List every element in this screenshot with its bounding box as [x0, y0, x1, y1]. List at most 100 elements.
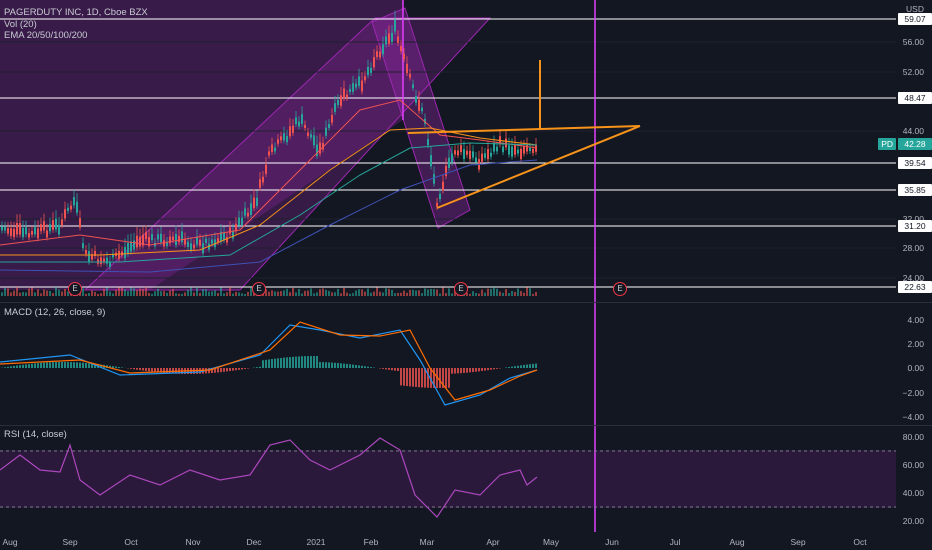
earnings-marker[interactable]: E — [613, 282, 627, 296]
ema-100 — [0, 142, 538, 263]
macd-histogram-bar — [298, 356, 300, 368]
candle-body — [202, 243, 204, 254]
macd-histogram-bar — [262, 360, 264, 368]
volume-bar — [181, 293, 183, 296]
volume-bar — [451, 293, 453, 296]
macd-histogram-bar — [382, 368, 384, 369]
candle-body — [295, 117, 297, 125]
candle-body — [73, 197, 75, 206]
macd-histogram-bar — [466, 368, 468, 373]
candle-body — [406, 63, 408, 73]
candle-body — [193, 244, 195, 249]
volume-bar — [493, 287, 495, 296]
volume-bar — [367, 288, 369, 296]
volume-bar — [499, 291, 501, 296]
price-axis[interactable]: USD 56.00 52.00 44.00 32.00 28.00 24.00 … — [896, 0, 932, 532]
candle-body — [358, 76, 360, 86]
macd-histogram-bar — [307, 356, 309, 368]
volume-bar — [208, 291, 210, 296]
earnings-marker[interactable]: E — [68, 282, 82, 296]
candle-body — [448, 157, 450, 168]
macd-histogram-bar — [319, 362, 321, 368]
candle-body — [250, 203, 252, 215]
candle-body — [439, 193, 441, 200]
macd-histogram-bar — [292, 356, 294, 368]
time-label: Oct — [853, 537, 867, 547]
macd-histogram-bar — [271, 359, 273, 368]
macd-histogram-bar — [295, 356, 297, 368]
volume-bar — [379, 291, 381, 296]
time-label: Jun — [605, 537, 619, 547]
price-tick: 56.00 — [902, 37, 924, 47]
macd-histogram-bar — [517, 365, 519, 368]
ema-legend[interactable]: EMA 20/50/100/200 — [4, 30, 88, 41]
candle-body — [298, 121, 300, 127]
volume-bar — [37, 289, 39, 296]
macd-histogram-bar — [355, 364, 357, 368]
volume-bar — [535, 291, 537, 296]
pane-separator-1[interactable] — [0, 302, 932, 303]
volume-bar — [310, 288, 312, 296]
volume-bar — [352, 293, 354, 296]
pane-separator-2[interactable] — [0, 425, 932, 426]
time-label: Mar — [419, 537, 435, 547]
time-axis[interactable]: Aug Sep Oct Nov Dec 2021 Feb Mar Apr May… — [0, 532, 896, 550]
time-label: Sep — [62, 537, 78, 547]
candle-body — [280, 136, 282, 141]
volume-bar — [187, 289, 189, 296]
candle-body — [523, 146, 525, 154]
candle-body — [310, 134, 312, 138]
volume-bar — [418, 290, 420, 296]
candle-body — [199, 239, 201, 246]
volume-bar — [97, 293, 99, 296]
macd-histogram-bar — [268, 359, 270, 368]
candle-body — [88, 251, 90, 262]
volume-bar — [316, 292, 318, 296]
volume-bar — [106, 287, 108, 296]
macd-histogram-bar — [16, 365, 18, 368]
earnings-marker[interactable]: E — [252, 282, 266, 296]
macd-histogram-bar — [403, 368, 405, 386]
macd-legend[interactable]: MACD (12, 26, close, 9) — [4, 307, 106, 318]
volume-bar — [211, 291, 213, 296]
volume-bar — [484, 292, 486, 296]
volume-bar — [145, 287, 147, 296]
rsi-legend[interactable]: RSI (14, close) — [4, 429, 67, 440]
volume-bar — [415, 290, 417, 296]
volume-bar — [127, 291, 129, 296]
earnings-marker[interactable]: E — [454, 282, 468, 296]
volume-bar — [238, 292, 240, 296]
volume-legend[interactable]: Vol (20) — [4, 19, 37, 30]
volume-bar — [85, 293, 87, 296]
candle-body — [409, 73, 411, 78]
volume-bar — [448, 288, 450, 296]
candle-body — [493, 142, 495, 152]
volume-bar — [58, 289, 60, 296]
macd-histogram-bar — [166, 368, 168, 374]
candle-body — [10, 228, 12, 236]
candle-body — [244, 208, 246, 216]
volume-bar — [40, 293, 42, 296]
macd-histogram-bar — [148, 368, 150, 372]
macd-histogram-bar — [37, 363, 39, 368]
candle-body — [178, 235, 180, 243]
current-price-tag: 42.28 — [898, 138, 932, 150]
volume-bar — [412, 289, 414, 296]
symbol-legend[interactable]: PAGERDUTY INC, 1D, Cboe BZX — [4, 7, 148, 18]
macd-histogram-bar — [52, 362, 54, 368]
macd-histogram-bar — [118, 367, 120, 368]
volume-bar — [307, 290, 309, 296]
volume-bar — [169, 290, 171, 296]
candle-body — [304, 124, 306, 128]
volume-bar — [505, 289, 507, 296]
candle-body — [151, 234, 153, 240]
volume-bar — [346, 292, 348, 296]
price-tick: 32.00 — [902, 214, 924, 224]
candle-body — [259, 179, 261, 188]
time-label: Feb — [363, 537, 379, 547]
macd-histogram-bar — [220, 368, 222, 373]
candle-body — [145, 231, 147, 240]
volume-bar — [172, 288, 174, 296]
volume-bar — [109, 291, 111, 296]
